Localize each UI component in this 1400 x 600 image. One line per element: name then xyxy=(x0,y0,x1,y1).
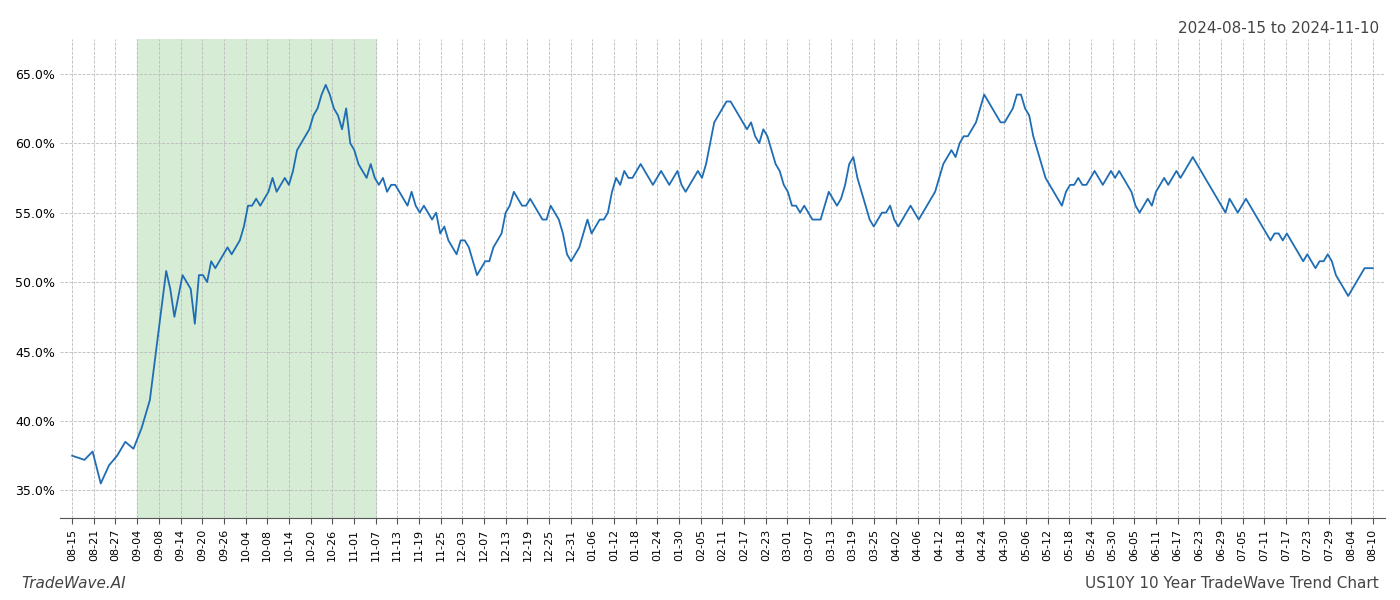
Text: 2024-08-15 to 2024-11-10: 2024-08-15 to 2024-11-10 xyxy=(1177,21,1379,36)
Text: TradeWave.AI: TradeWave.AI xyxy=(21,576,126,591)
Bar xyxy=(137,39,375,518)
Text: US10Y 10 Year TradeWave Trend Chart: US10Y 10 Year TradeWave Trend Chart xyxy=(1085,576,1379,591)
